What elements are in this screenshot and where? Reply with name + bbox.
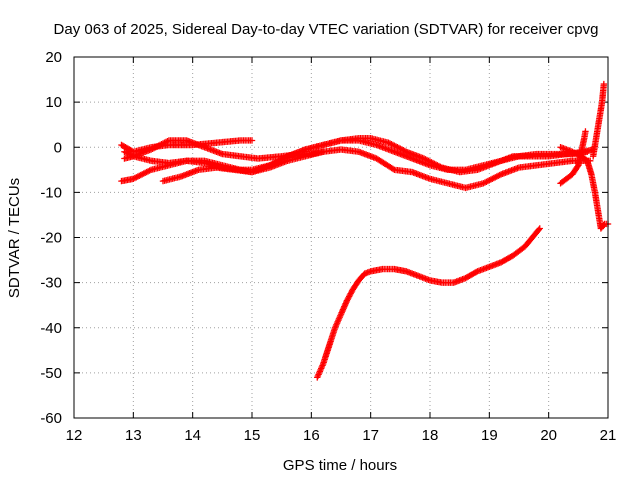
data-point (536, 225, 543, 232)
series-sat-e (159, 137, 591, 185)
series-sat-d (118, 146, 594, 192)
y-tick-label: 10 (45, 94, 62, 111)
data-point (146, 167, 153, 174)
data-point (128, 152, 136, 159)
data-point (584, 148, 591, 155)
y-tick-label: -20 (40, 230, 62, 247)
y-tick-label: 20 (45, 49, 62, 66)
x-tick-label: 20 (540, 427, 557, 444)
x-axis-label: GPS time / hours (283, 457, 397, 474)
y-tick-label: 0 (54, 139, 62, 156)
y-tick-label: -40 (40, 320, 62, 337)
series-sat-h (557, 144, 612, 232)
y-tick-label: -30 (40, 275, 62, 292)
x-tick-label: 13 (125, 427, 142, 444)
series-sat-i (589, 80, 608, 160)
chart-title: Day 063 of 2025, Sidereal Day-to-day VTE… (54, 21, 599, 38)
axis-ticks: 12 13 14 15 16 17 18 19 20 21 -60 -50 -40 -30 -20 -10 0 1… (40, 49, 616, 444)
x-tick-label: 16 (303, 427, 320, 444)
series-sat-f (314, 225, 543, 381)
x-tick-label: 19 (481, 427, 498, 444)
data-point (535, 226, 542, 233)
data-point (389, 165, 397, 173)
data-point (582, 128, 589, 135)
x-tick-label: 14 (184, 427, 201, 444)
y-tick-label: -50 (40, 365, 62, 382)
x-tick-label: 17 (362, 427, 379, 444)
data-point (574, 163, 581, 170)
data-point (248, 137, 256, 144)
data-point (600, 80, 608, 88)
data-point (496, 171, 503, 179)
x-tick-label: 12 (66, 427, 83, 444)
data-point (345, 294, 352, 302)
x-tick-label: 21 (600, 427, 617, 444)
data-point (472, 268, 480, 276)
data-point (347, 290, 354, 297)
y-axis-label: SDTVAR / TECUs (6, 178, 23, 298)
y-tick-label: -60 (40, 410, 62, 427)
x-tick-label: 15 (244, 427, 261, 444)
plot-frame (73, 56, 609, 419)
x-tick-label: 18 (422, 427, 439, 444)
data-point (282, 153, 290, 161)
data-layer (118, 80, 612, 381)
y-tick-label: -10 (40, 184, 62, 201)
grid (74, 57, 608, 418)
